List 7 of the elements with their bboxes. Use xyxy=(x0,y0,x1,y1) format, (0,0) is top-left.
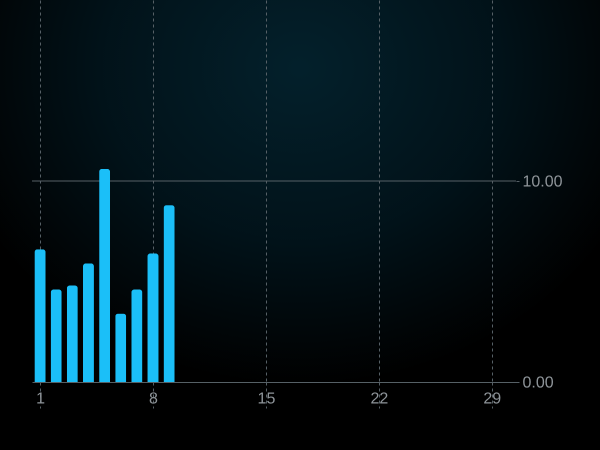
x-tick-label: 8 xyxy=(149,390,158,408)
y-tick-label: 0.00 xyxy=(522,374,554,392)
x-tick-label: 22 xyxy=(370,390,388,408)
x-tick-label: 15 xyxy=(258,390,276,408)
x-tick-label: 1 xyxy=(36,390,46,408)
y-tick-label: 10.00 xyxy=(522,173,563,190)
x-tick-label: 29 xyxy=(483,390,502,408)
